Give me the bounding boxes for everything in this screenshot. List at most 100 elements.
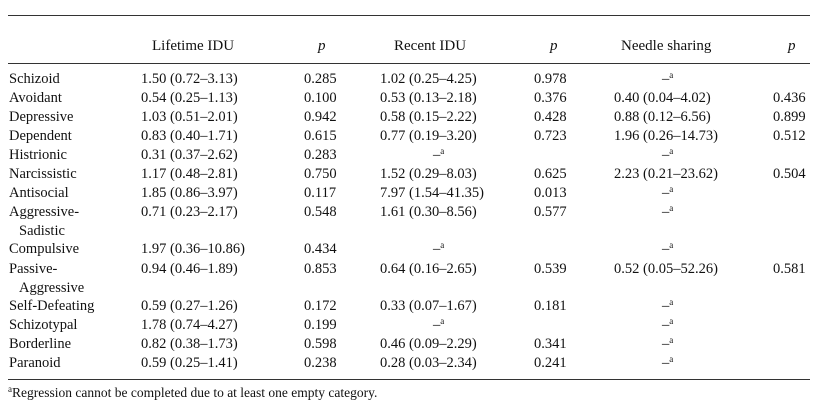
lifetime-idu-cell: 1.50 (0.72–3.13) bbox=[141, 71, 238, 87]
needle-sharing-cell: –a bbox=[662, 354, 673, 373]
empty-dash: – bbox=[662, 147, 670, 163]
row-label-line1: Paranoid bbox=[9, 355, 61, 371]
header-recent-idu: Recent IDU bbox=[394, 38, 467, 54]
empty-dash: – bbox=[433, 241, 441, 257]
row-label: Aggressive- Sadistic bbox=[9, 203, 79, 241]
row-label-line1: Depressive bbox=[9, 109, 74, 125]
lifetime-idu-cell: 0.59 (0.27–1.26) bbox=[141, 298, 238, 314]
row-label: Self-Defeating bbox=[9, 297, 94, 316]
p-lifetime-cell: 0.853 bbox=[304, 261, 337, 277]
p-lifetime-cell: 0.598 bbox=[304, 336, 337, 352]
p-needle-cell: 0.899 bbox=[773, 109, 806, 125]
row-label-line1: Antisocial bbox=[9, 185, 69, 201]
lifetime-idu-cell: 1.85 (0.86–3.97) bbox=[141, 185, 238, 201]
needle-sharing-cell: –a bbox=[662, 316, 673, 335]
footnote-ref: a bbox=[440, 316, 445, 326]
lifetime-idu-cell: 0.71 (0.23–2.17) bbox=[141, 204, 238, 220]
p-lifetime-cell: 0.615 bbox=[304, 128, 337, 144]
p-needle-cell: 0.504 bbox=[773, 166, 806, 182]
lifetime-idu-cell: 1.97 (0.36–10.86) bbox=[141, 241, 245, 257]
header-needle-sharing: Needle sharing bbox=[621, 38, 712, 54]
p-recent-cell: 0.013 bbox=[534, 185, 567, 201]
footnote-mark: a bbox=[8, 384, 12, 394]
row-label-line1: Schizoid bbox=[9, 71, 60, 87]
p-recent-cell: 0.723 bbox=[534, 128, 567, 144]
needle-sharing-cell: –a bbox=[662, 70, 673, 89]
footnote-ref: a bbox=[669, 297, 674, 307]
row-label: Compulsive bbox=[9, 240, 79, 259]
header-lifetime-idu: Lifetime IDU bbox=[152, 38, 235, 54]
recent-idu-cell: 0.33 (0.07–1.67) bbox=[380, 298, 477, 314]
empty-dash: – bbox=[662, 298, 670, 314]
footnote-text: Regression cannot be completed due to at… bbox=[12, 385, 378, 400]
row-label-line1: Schizotypal bbox=[9, 317, 78, 333]
lifetime-idu-cell: 0.31 (0.37–2.62) bbox=[141, 147, 238, 163]
lifetime-idu-cell: 0.82 (0.38–1.73) bbox=[141, 336, 238, 352]
footnote-ref: a bbox=[669, 316, 674, 326]
p-needle-cell: 0.512 bbox=[773, 128, 806, 144]
needle-sharing-cell: 0.88 (0.12–6.56) bbox=[614, 109, 711, 125]
p-lifetime-cell: 0.100 bbox=[304, 90, 337, 106]
p-lifetime-cell: 0.283 bbox=[304, 147, 337, 163]
empty-dash: – bbox=[433, 317, 441, 333]
empty-dash: – bbox=[662, 317, 670, 333]
needle-sharing-cell: 0.40 (0.04–4.02) bbox=[614, 90, 711, 106]
recent-idu-cell: 0.77 (0.19–3.20) bbox=[380, 128, 477, 144]
row-label: Histrionic bbox=[9, 146, 67, 165]
row-label-line1: Aggressive- bbox=[9, 204, 80, 220]
row-label-line1: Dependent bbox=[9, 128, 72, 144]
p-lifetime-cell: 0.750 bbox=[304, 166, 337, 182]
recent-idu-cell: 0.28 (0.03–2.34) bbox=[380, 355, 477, 371]
needle-sharing-cell: –a bbox=[662, 297, 673, 316]
empty-dash: – bbox=[662, 204, 670, 220]
empty-dash: – bbox=[662, 336, 670, 352]
footnote-ref: a bbox=[669, 70, 674, 80]
p-recent-cell: 0.376 bbox=[534, 90, 567, 106]
p-recent-cell: 0.181 bbox=[534, 298, 567, 314]
footnote-ref: a bbox=[440, 146, 445, 156]
p-lifetime-cell: 0.199 bbox=[304, 317, 337, 333]
needle-sharing-cell: –a bbox=[662, 240, 673, 259]
table-top-rule bbox=[8, 15, 810, 16]
footnote-ref: a bbox=[669, 335, 674, 345]
recent-idu-cell: 0.64 (0.16–2.65) bbox=[380, 261, 477, 277]
row-label: Borderline bbox=[9, 335, 71, 354]
lifetime-idu-cell: 0.94 (0.46–1.89) bbox=[141, 261, 238, 277]
recent-idu-cell: –a bbox=[433, 146, 444, 165]
row-label-line1: Self-Defeating bbox=[9, 298, 95, 314]
row-label: Narcissistic bbox=[9, 165, 77, 184]
table-header-rule bbox=[8, 63, 810, 64]
p-needle-cell: 0.581 bbox=[773, 261, 806, 277]
empty-dash: – bbox=[662, 71, 670, 87]
table-bottom-rule bbox=[8, 379, 810, 380]
header-p-lifetime: p bbox=[318, 38, 326, 54]
recent-idu-cell: 0.46 (0.09–2.29) bbox=[380, 336, 477, 352]
recent-idu-cell: 1.52 (0.29–8.03) bbox=[380, 166, 477, 182]
lifetime-idu-cell: 0.54 (0.25–1.13) bbox=[141, 90, 238, 106]
footnote-ref: a bbox=[669, 146, 674, 156]
needle-sharing-cell: –a bbox=[662, 335, 673, 354]
row-label: Dependent bbox=[9, 127, 72, 146]
row-label: Paranoid bbox=[9, 354, 61, 373]
row-label: Schizoid bbox=[9, 70, 60, 89]
row-label-line1: Histrionic bbox=[9, 147, 67, 163]
header-p-recent: p bbox=[550, 38, 558, 54]
p-recent-cell: 0.428 bbox=[534, 109, 567, 125]
recent-idu-cell: 1.02 (0.25–4.25) bbox=[380, 71, 477, 87]
needle-sharing-cell: –a bbox=[662, 203, 673, 222]
p-recent-cell: 0.539 bbox=[534, 261, 567, 277]
recent-idu-cell: –a bbox=[433, 316, 444, 335]
p-recent-cell: 0.341 bbox=[534, 336, 567, 352]
lifetime-idu-cell: 0.83 (0.40–1.71) bbox=[141, 128, 238, 144]
needle-sharing-cell: –a bbox=[662, 184, 673, 203]
header-p-needle: p bbox=[788, 38, 796, 54]
p-recent-cell: 0.978 bbox=[534, 71, 567, 87]
recent-idu-cell: 7.97 (1.54–41.35) bbox=[380, 185, 484, 201]
row-label-line1: Passive- bbox=[9, 261, 58, 277]
recent-idu-cell: 0.58 (0.15–2.22) bbox=[380, 109, 477, 125]
row-label-line1: Narcissistic bbox=[9, 166, 77, 182]
footnote-ref: a bbox=[669, 354, 674, 364]
row-label-line2: Sadistic bbox=[19, 223, 65, 239]
needle-sharing-cell: 2.23 (0.21–23.62) bbox=[614, 166, 718, 182]
recent-idu-cell: 1.61 (0.30–8.56) bbox=[380, 204, 477, 220]
